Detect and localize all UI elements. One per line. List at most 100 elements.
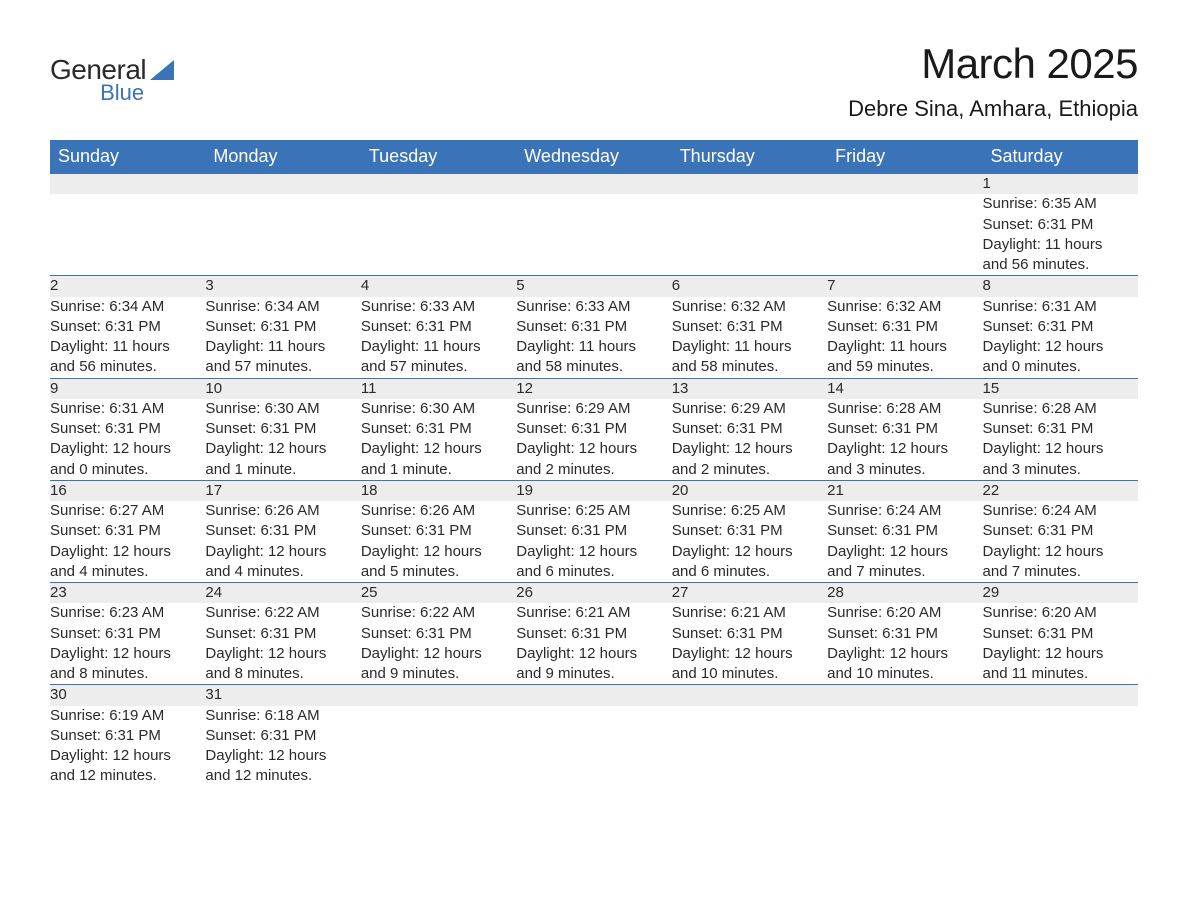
day-cell: Sunrise: 6:30 AMSunset: 6:31 PMDaylight:…: [205, 399, 360, 481]
day-body-row: Sunrise: 6:19 AMSunset: 6:31 PMDaylight:…: [50, 706, 1138, 787]
weekday-header: Sunday: [50, 140, 205, 174]
day-number: 17: [205, 480, 360, 501]
daylight-line1: Daylight: 12 hours: [672, 542, 827, 562]
sail-icon: [150, 60, 174, 80]
daylight-line2: and 2 minutes.: [672, 460, 827, 480]
day-cell: Sunrise: 6:20 AMSunset: 6:31 PMDaylight:…: [983, 603, 1138, 685]
day-number: 8: [983, 276, 1138, 297]
day-cell: Sunrise: 6:26 AMSunset: 6:31 PMDaylight:…: [361, 501, 516, 583]
daylight-line1: Daylight: 12 hours: [827, 644, 982, 664]
sunrise-text: Sunrise: 6:30 AM: [361, 399, 516, 419]
daylight-line1: Daylight: 12 hours: [983, 644, 1138, 664]
sunrise-text: Sunrise: 6:33 AM: [516, 297, 671, 317]
sunrise-text: Sunrise: 6:24 AM: [827, 501, 982, 521]
day-cell: Sunrise: 6:30 AMSunset: 6:31 PMDaylight:…: [361, 399, 516, 481]
day-cell: Sunrise: 6:29 AMSunset: 6:31 PMDaylight:…: [672, 399, 827, 481]
day-number: 1: [983, 174, 1138, 195]
daylight-line2: and 59 minutes.: [827, 357, 982, 377]
sunrise-text: Sunrise: 6:29 AM: [516, 399, 671, 419]
daylight-line2: and 7 minutes.: [983, 562, 1138, 582]
daylight-line1: Daylight: 12 hours: [827, 439, 982, 459]
sunrise-text: Sunrise: 6:20 AM: [827, 603, 982, 623]
day-cell: Sunrise: 6:20 AMSunset: 6:31 PMDaylight:…: [827, 603, 982, 685]
daylight-line2: and 10 minutes.: [672, 664, 827, 684]
empty-day-number: [672, 174, 827, 195]
sunrise-text: Sunrise: 6:35 AM: [983, 194, 1138, 214]
daylight-line1: Daylight: 12 hours: [983, 337, 1138, 357]
location: Debre Sina, Amhara, Ethiopia: [848, 96, 1138, 122]
day-number: 20: [672, 480, 827, 501]
daylight-line1: Daylight: 12 hours: [50, 439, 205, 459]
day-number: 23: [50, 583, 205, 604]
day-cell: Sunrise: 6:31 AMSunset: 6:31 PMDaylight:…: [50, 399, 205, 481]
daylight-line2: and 4 minutes.: [50, 562, 205, 582]
sunset-text: Sunset: 6:31 PM: [205, 521, 360, 541]
day-cell: Sunrise: 6:28 AMSunset: 6:31 PMDaylight:…: [827, 399, 982, 481]
sunrise-text: Sunrise: 6:31 AM: [50, 399, 205, 419]
daylight-line2: and 12 minutes.: [50, 766, 205, 786]
daylight-line1: Daylight: 12 hours: [361, 542, 516, 562]
daylight-line1: Daylight: 12 hours: [205, 644, 360, 664]
empty-day-cell: [361, 194, 516, 276]
daylight-line2: and 9 minutes.: [516, 664, 671, 684]
sunset-text: Sunset: 6:31 PM: [361, 317, 516, 337]
daylight-line1: Daylight: 12 hours: [50, 746, 205, 766]
empty-day-number: [205, 174, 360, 195]
daylight-line1: Daylight: 12 hours: [672, 439, 827, 459]
day-number-row: 2345678: [50, 276, 1138, 297]
day-cell: Sunrise: 6:18 AMSunset: 6:31 PMDaylight:…: [205, 706, 360, 787]
empty-day-number: [361, 174, 516, 195]
weekday-header: Tuesday: [361, 140, 516, 174]
daylight-line1: Daylight: 12 hours: [516, 644, 671, 664]
sunrise-text: Sunrise: 6:22 AM: [205, 603, 360, 623]
sunrise-text: Sunrise: 6:34 AM: [50, 297, 205, 317]
day-cell: Sunrise: 6:34 AMSunset: 6:31 PMDaylight:…: [205, 297, 360, 379]
sunset-text: Sunset: 6:31 PM: [827, 419, 982, 439]
empty-day-number: [516, 174, 671, 195]
day-number: 3: [205, 276, 360, 297]
daylight-line1: Daylight: 12 hours: [361, 439, 516, 459]
daylight-line1: Daylight: 11 hours: [983, 235, 1138, 255]
day-number: 11: [361, 378, 516, 399]
day-number: 28: [827, 583, 982, 604]
day-cell: Sunrise: 6:27 AMSunset: 6:31 PMDaylight:…: [50, 501, 205, 583]
daylight-line1: Daylight: 12 hours: [827, 542, 982, 562]
day-body-row: Sunrise: 6:23 AMSunset: 6:31 PMDaylight:…: [50, 603, 1138, 685]
sunset-text: Sunset: 6:31 PM: [516, 521, 671, 541]
daylight-line2: and 3 minutes.: [827, 460, 982, 480]
empty-day-number: [516, 685, 671, 706]
sunrise-text: Sunrise: 6:24 AM: [983, 501, 1138, 521]
daylight-line1: Daylight: 12 hours: [205, 439, 360, 459]
sunset-text: Sunset: 6:31 PM: [50, 317, 205, 337]
day-number: 12: [516, 378, 671, 399]
daylight-line2: and 6 minutes.: [516, 562, 671, 582]
day-cell: Sunrise: 6:19 AMSunset: 6:31 PMDaylight:…: [50, 706, 205, 787]
daylight-line2: and 5 minutes.: [361, 562, 516, 582]
empty-day-number: [827, 174, 982, 195]
sunrise-text: Sunrise: 6:18 AM: [205, 706, 360, 726]
sunset-text: Sunset: 6:31 PM: [361, 624, 516, 644]
sunrise-text: Sunrise: 6:19 AM: [50, 706, 205, 726]
sunset-text: Sunset: 6:31 PM: [827, 317, 982, 337]
day-cell: Sunrise: 6:22 AMSunset: 6:31 PMDaylight:…: [205, 603, 360, 685]
daylight-line2: and 56 minutes.: [50, 357, 205, 377]
day-number: 30: [50, 685, 205, 706]
empty-day-cell: [516, 194, 671, 276]
day-number: 26: [516, 583, 671, 604]
day-number: 27: [672, 583, 827, 604]
daylight-line2: and 1 minute.: [361, 460, 516, 480]
sunrise-text: Sunrise: 6:25 AM: [516, 501, 671, 521]
day-cell: Sunrise: 6:22 AMSunset: 6:31 PMDaylight:…: [361, 603, 516, 685]
sunrise-text: Sunrise: 6:21 AM: [672, 603, 827, 623]
day-number: 19: [516, 480, 671, 501]
day-cell: Sunrise: 6:25 AMSunset: 6:31 PMDaylight:…: [516, 501, 671, 583]
empty-day-number: [983, 685, 1138, 706]
sunrise-text: Sunrise: 6:32 AM: [672, 297, 827, 317]
sunset-text: Sunset: 6:31 PM: [827, 624, 982, 644]
empty-day-cell: [672, 706, 827, 787]
daylight-line2: and 58 minutes.: [516, 357, 671, 377]
sunrise-text: Sunrise: 6:34 AM: [205, 297, 360, 317]
day-number: 18: [361, 480, 516, 501]
sunset-text: Sunset: 6:31 PM: [983, 215, 1138, 235]
daylight-line2: and 56 minutes.: [983, 255, 1138, 275]
